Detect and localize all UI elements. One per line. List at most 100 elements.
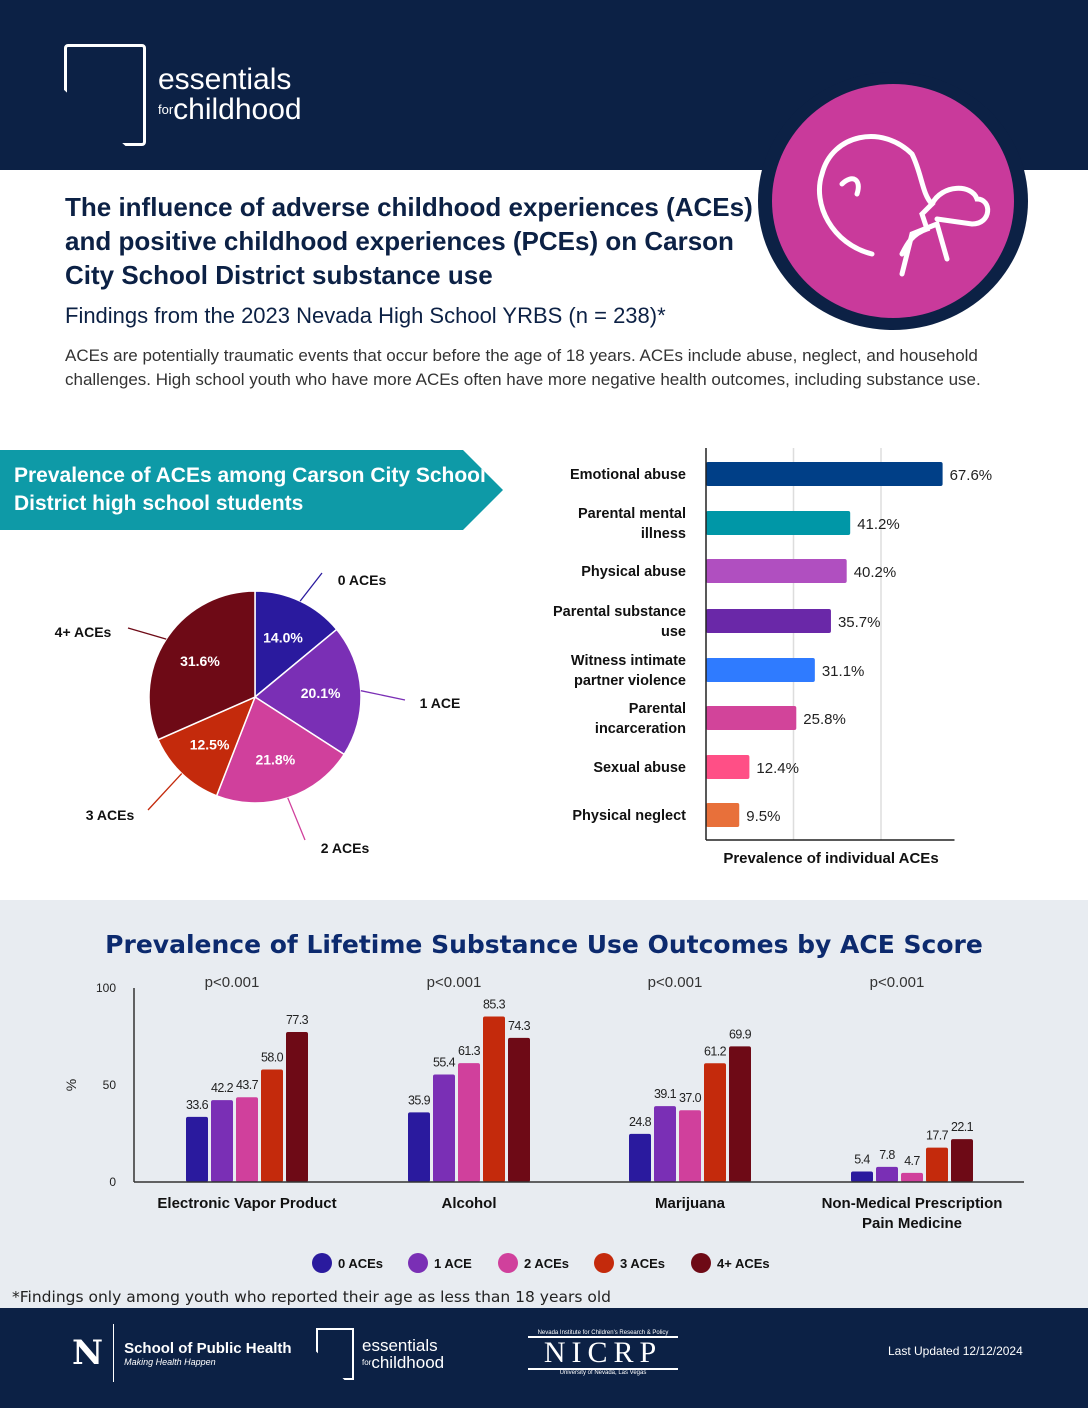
bar-category-label: Parental mental	[578, 506, 686, 522]
legend-swatch	[408, 1253, 428, 1273]
bar	[679, 1110, 701, 1182]
bar-value-label: 69.9	[729, 1027, 752, 1041]
bar	[706, 609, 831, 633]
legend-label: 4+ ACEs	[717, 1256, 770, 1271]
essentials-for-childhood-logo: essentials forchildhood	[64, 44, 302, 146]
logo-text-2: childhood	[173, 93, 302, 126]
nicrp-logo: Nevada Institute for Children's Research…	[528, 1330, 678, 1376]
ace-count-pie-chart: 14.0% 0 ACEs 20.1% 1 ACE 21.8% 2 ACEs 12.5% 3 A…	[55, 572, 461, 856]
bar	[458, 1063, 480, 1182]
pie-slice-label: 31.6%	[180, 653, 220, 669]
vaping-illustration	[758, 72, 1028, 330]
bar	[211, 1100, 233, 1182]
bar	[236, 1097, 258, 1182]
bar-category-label: Physical abuse	[581, 564, 686, 580]
efc-text: essentials	[362, 1336, 438, 1355]
bar-value-label: 37.0	[679, 1091, 702, 1105]
school-of-public-health-logo: N School of Public Health Making Health Ha…	[62, 1324, 292, 1382]
bar-value-label: 61.2	[704, 1044, 727, 1058]
efc-text-2: childhood	[371, 1353, 445, 1372]
bar-category-label: partner violence	[574, 673, 686, 689]
bar-value-label: 74.3	[508, 1019, 531, 1033]
bar-value-label: 85.3	[483, 998, 506, 1012]
bar	[706, 706, 797, 730]
pie-slice-label: 12.5%	[190, 736, 230, 752]
bar-value-label: 17.7	[926, 1129, 949, 1143]
bar	[876, 1166, 898, 1182]
bar-category-label: Emotional abuse	[570, 467, 686, 483]
pie-slice-label: 20.1%	[301, 685, 341, 701]
footnote: *Findings only among youth who reported …	[12, 1288, 611, 1306]
page-subtitle: Findings from the 2023 Nevada High Schoo…	[65, 303, 666, 328]
legend-label: 1 ACE	[434, 1256, 472, 1271]
bar-value-label: 35.7%	[838, 614, 881, 631]
legend-swatch	[498, 1253, 518, 1273]
bar-value-label: 7.8	[879, 1148, 895, 1162]
bar	[706, 462, 943, 486]
bar-value-label: 41.2%	[857, 516, 900, 533]
bar-category-label: Sexual abuse	[593, 760, 686, 776]
bar-value-label: 5.4	[854, 1153, 870, 1167]
x-category-label: Alcohol	[442, 1195, 497, 1212]
bar-category-label: Parental	[629, 701, 686, 717]
bar	[901, 1172, 923, 1182]
pie-leader-line	[127, 627, 167, 640]
substance-use-section	[0, 900, 1088, 1308]
pie-slice	[148, 590, 256, 741]
bar	[286, 1032, 308, 1182]
pie-leader-line	[147, 773, 183, 811]
bar	[261, 1069, 283, 1182]
intro-block: The influence of adverse childhood exper…	[65, 190, 1025, 392]
nevada-tree-icon	[316, 1328, 354, 1380]
pie-slice	[254, 590, 338, 699]
bar	[706, 511, 851, 535]
x-category-label: Non-Medical Prescription	[822, 1195, 1003, 1212]
nicrp-university: University of Nevada, Las Vegas	[559, 1370, 647, 1376]
bar-value-label: 42.2	[211, 1081, 234, 1095]
bar	[433, 1074, 455, 1182]
x-category-label: Marijuana	[655, 1195, 726, 1212]
pie-slice	[253, 628, 362, 756]
p-value-label: p<0.001	[205, 974, 260, 991]
unr-n-logo: N	[62, 1324, 115, 1382]
pie-slice-label: 21.8%	[255, 752, 295, 768]
logo-for: for	[158, 102, 174, 117]
p-value-label: p<0.001	[870, 974, 925, 991]
pie-leader-line	[360, 690, 406, 701]
bar-value-label: 31.1%	[822, 663, 865, 680]
individual-aces-bar-chart: 67.6% Emotional abuse 41.2% Parental mental…	[553, 448, 992, 867]
y-tick-label: 0	[109, 1175, 116, 1189]
bar	[704, 1063, 726, 1182]
pie-category-label: 2 ACEs	[321, 840, 370, 856]
efc-for: for	[362, 1358, 372, 1367]
footer: N School of Public Health Making Health Ha…	[0, 1308, 1088, 1408]
pie-slice	[215, 695, 346, 804]
bar	[706, 559, 847, 583]
bar	[654, 1106, 676, 1182]
bar	[483, 1016, 505, 1182]
y-tick-label: 100	[96, 981, 116, 995]
bar-value-label: 9.5%	[746, 808, 780, 825]
logo-text: essentials	[158, 63, 292, 96]
bar	[508, 1037, 530, 1182]
bar-category-label: Parental substance	[553, 604, 686, 620]
sph-tagline: Making Health Happen	[124, 1356, 216, 1367]
intro-text: ACEs are potentially traumatic events th…	[65, 346, 981, 389]
last-updated: Last Updated 12/12/2024	[888, 1344, 1023, 1358]
bar-value-label: 58.0	[261, 1050, 284, 1064]
legend-swatch	[312, 1253, 332, 1273]
bar	[408, 1112, 430, 1182]
p-value-label: p<0.001	[427, 974, 482, 991]
bar-value-label: 43.7	[236, 1078, 259, 1092]
x-category-label: Pain Medicine	[862, 1215, 962, 1232]
bar-value-label: 12.4%	[756, 760, 799, 777]
bar	[926, 1147, 948, 1182]
bar	[951, 1139, 973, 1182]
sph-name: School of Public Health	[124, 1339, 292, 1357]
y-tick-label: 50	[103, 1078, 117, 1092]
person-vaping-icon	[816, 134, 991, 277]
bar-value-label: 25.8%	[803, 711, 846, 728]
bar-value-label: 40.2%	[854, 564, 897, 581]
pie-leader-line	[299, 572, 323, 602]
y-axis-title: %	[63, 1079, 79, 1091]
